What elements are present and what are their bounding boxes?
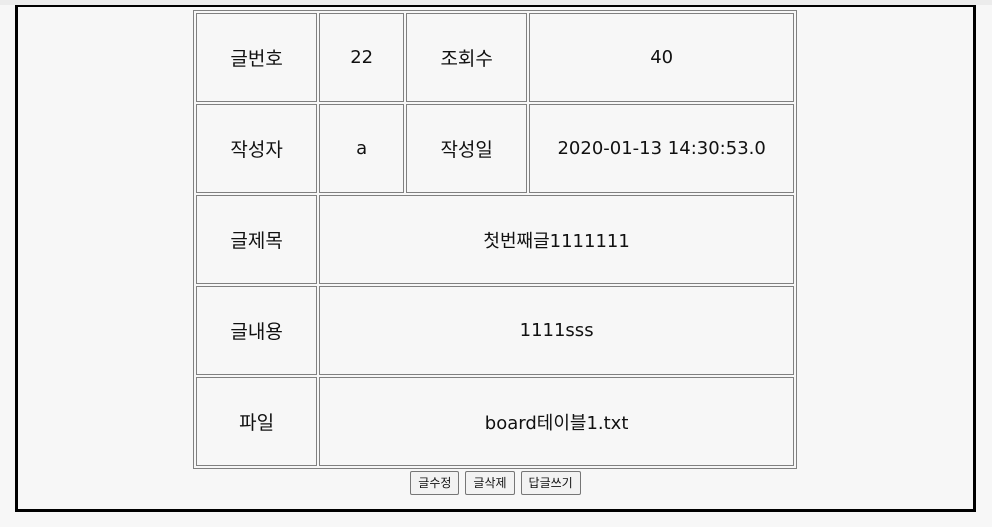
board-view-frame: 글번호 22 조회수 40 작성자 a 작성일 2020-01-13 14:30…: [15, 5, 976, 512]
top-edge: [0, 0, 992, 5]
edit-post-button[interactable]: 글수정: [410, 471, 460, 495]
view-count-label: 조회수: [406, 13, 528, 102]
post-detail-table: 글번호 22 조회수 40 작성자 a 작성일 2020-01-13 14:30…: [193, 10, 797, 469]
attachment-file-name[interactable]: board테이블1.txt: [319, 377, 794, 466]
author-label: 작성자: [196, 104, 318, 193]
delete-post-button[interactable]: 글삭제: [465, 471, 515, 495]
reply-post-button[interactable]: 답글쓰기: [520, 471, 581, 495]
post-number-label: 글번호: [196, 13, 318, 102]
table-row: 글제목 첫번째글1111111: [196, 195, 794, 284]
post-number-value: 22: [319, 13, 405, 102]
author-value: a: [319, 104, 405, 193]
table-row: 글내용 1111sss: [196, 286, 794, 375]
table-row: 작성자 a 작성일 2020-01-13 14:30:53.0: [196, 104, 794, 193]
view-count-value: 40: [529, 13, 794, 102]
attachment-label: 파일: [196, 377, 318, 466]
post-title-value: 첫번째글1111111: [319, 195, 794, 284]
created-date-label: 작성일: [406, 104, 528, 193]
action-buttons: 글수정 글삭제 답글쓰기: [18, 471, 973, 495]
table-row: 파일 board테이블1.txt: [196, 377, 794, 466]
post-title-label: 글제목: [196, 195, 318, 284]
created-date-value: 2020-01-13 14:30:53.0: [529, 104, 794, 193]
table-row: 글번호 22 조회수 40: [196, 13, 794, 102]
post-content-label: 글내용: [196, 286, 318, 375]
post-content-value: 1111sss: [319, 286, 794, 375]
